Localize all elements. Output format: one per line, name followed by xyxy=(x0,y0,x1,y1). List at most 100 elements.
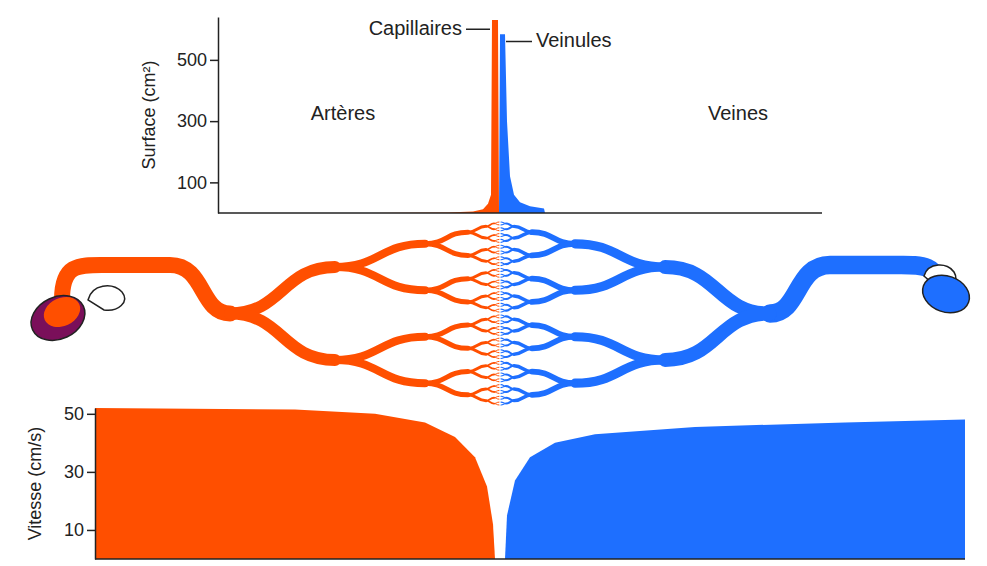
vessel-branch xyxy=(501,392,506,393)
hearts xyxy=(24,265,975,349)
vessel-branch xyxy=(501,369,506,370)
vessel-branch xyxy=(494,369,499,370)
vessel-branch xyxy=(486,401,494,404)
vessel-branch xyxy=(506,296,514,299)
vessel-branch xyxy=(501,375,506,376)
vessel-branch xyxy=(532,244,575,256)
vessel-branch xyxy=(468,232,486,238)
vessel-branch xyxy=(665,267,770,313)
vessel-branch xyxy=(486,273,494,276)
vessel-branch xyxy=(506,273,514,276)
vessel-branch xyxy=(486,284,494,287)
vessel-branch xyxy=(494,241,499,242)
leader-line xyxy=(506,41,532,43)
vessel-branch xyxy=(506,226,514,229)
vessel-branch xyxy=(230,267,335,313)
vessel-branch xyxy=(486,319,494,322)
vessel-branch xyxy=(425,290,468,302)
vessel-branch xyxy=(506,261,514,264)
plot-area xyxy=(95,408,965,559)
vessel-branch xyxy=(335,244,425,267)
vessel-branch xyxy=(501,282,506,283)
area xyxy=(218,20,499,213)
vessel-branch xyxy=(335,337,425,360)
vessel-branch xyxy=(501,345,506,346)
vessel-branch xyxy=(501,328,506,329)
vessel-branch xyxy=(468,395,486,401)
vessel-branch xyxy=(486,250,494,253)
vessel-branch xyxy=(494,270,499,271)
annotation: Artères xyxy=(311,102,375,124)
vessel-branch xyxy=(501,363,506,364)
vessel-branch xyxy=(514,325,532,331)
tick-label: 500 xyxy=(177,50,207,70)
tick-label: 100 xyxy=(177,173,207,193)
tick-mark xyxy=(210,60,218,62)
vessel-branch xyxy=(494,223,499,224)
vessel-branch xyxy=(494,322,499,323)
vessel-branch xyxy=(494,398,499,399)
vessel-branch xyxy=(494,305,499,306)
vessel-branch xyxy=(501,340,506,341)
vessel-branch xyxy=(486,261,494,264)
vessel-branch xyxy=(501,229,506,230)
vessel-branch xyxy=(494,363,499,364)
vessel-branch xyxy=(506,250,514,253)
x-axis-line xyxy=(218,212,822,214)
annotation: Veinules xyxy=(536,29,612,51)
vessel-branch xyxy=(532,290,575,302)
y-axis-line xyxy=(218,18,220,214)
vessel-branch xyxy=(494,345,499,346)
tick: 300 xyxy=(177,111,218,131)
artery-tree xyxy=(62,222,499,405)
vessel-branch xyxy=(494,386,499,387)
chart-0: 100300500Surface (cm²)ArtèresVeinesCapil… xyxy=(139,17,822,214)
tick: 500 xyxy=(177,50,218,70)
leader-line xyxy=(466,29,490,31)
vessel-branch xyxy=(506,319,514,322)
y-axis-line xyxy=(95,409,97,560)
vessel-branch xyxy=(514,302,532,308)
vessel-branch xyxy=(494,299,499,300)
vessel-branch xyxy=(468,348,486,354)
chart-1: 103050Vitesse (cm/s) xyxy=(25,404,965,559)
figure: 100300500Surface (cm²)ArtèresVeinesCapil… xyxy=(0,0,987,566)
vessel-branch xyxy=(494,328,499,329)
vessel-branch xyxy=(494,258,499,259)
y-axis: 103050 xyxy=(64,404,96,559)
vessel-branch xyxy=(514,348,532,354)
vessel-branch xyxy=(501,398,506,399)
vessel-trunk xyxy=(770,265,938,314)
tick-label: 50 xyxy=(64,404,84,424)
vessel-branch xyxy=(501,287,506,288)
vessel-branch xyxy=(506,377,514,380)
vessel-branch xyxy=(425,383,468,395)
vessel-tree xyxy=(62,222,938,405)
area xyxy=(499,34,545,213)
vessel-branch xyxy=(501,299,506,300)
annotation: Veines xyxy=(708,102,768,124)
vein-tree xyxy=(501,222,938,405)
vessel-branch xyxy=(468,279,486,285)
vessel-branch xyxy=(494,340,499,341)
vessel-branch xyxy=(494,316,499,317)
vessel-branch xyxy=(501,258,506,259)
tick: 50 xyxy=(64,404,95,424)
x-axis-line xyxy=(95,558,965,560)
vessel-branch xyxy=(501,293,506,294)
vessel-branch xyxy=(532,383,575,395)
vessel-branch xyxy=(514,372,532,378)
vessel-branch xyxy=(486,296,494,299)
annotation: Capillaires xyxy=(369,17,462,39)
vessel-branch xyxy=(506,308,514,311)
vessel-branch xyxy=(486,377,494,380)
vessel-branch xyxy=(494,276,499,277)
tick: 100 xyxy=(177,173,218,193)
tick-mark xyxy=(87,414,95,416)
vessel-branch xyxy=(494,253,499,254)
vessel-branch xyxy=(506,284,514,287)
vessel-trunk xyxy=(62,265,230,314)
tick-label: 30 xyxy=(64,462,84,482)
vessel-branch xyxy=(425,337,468,349)
vessel-branch xyxy=(506,331,514,334)
